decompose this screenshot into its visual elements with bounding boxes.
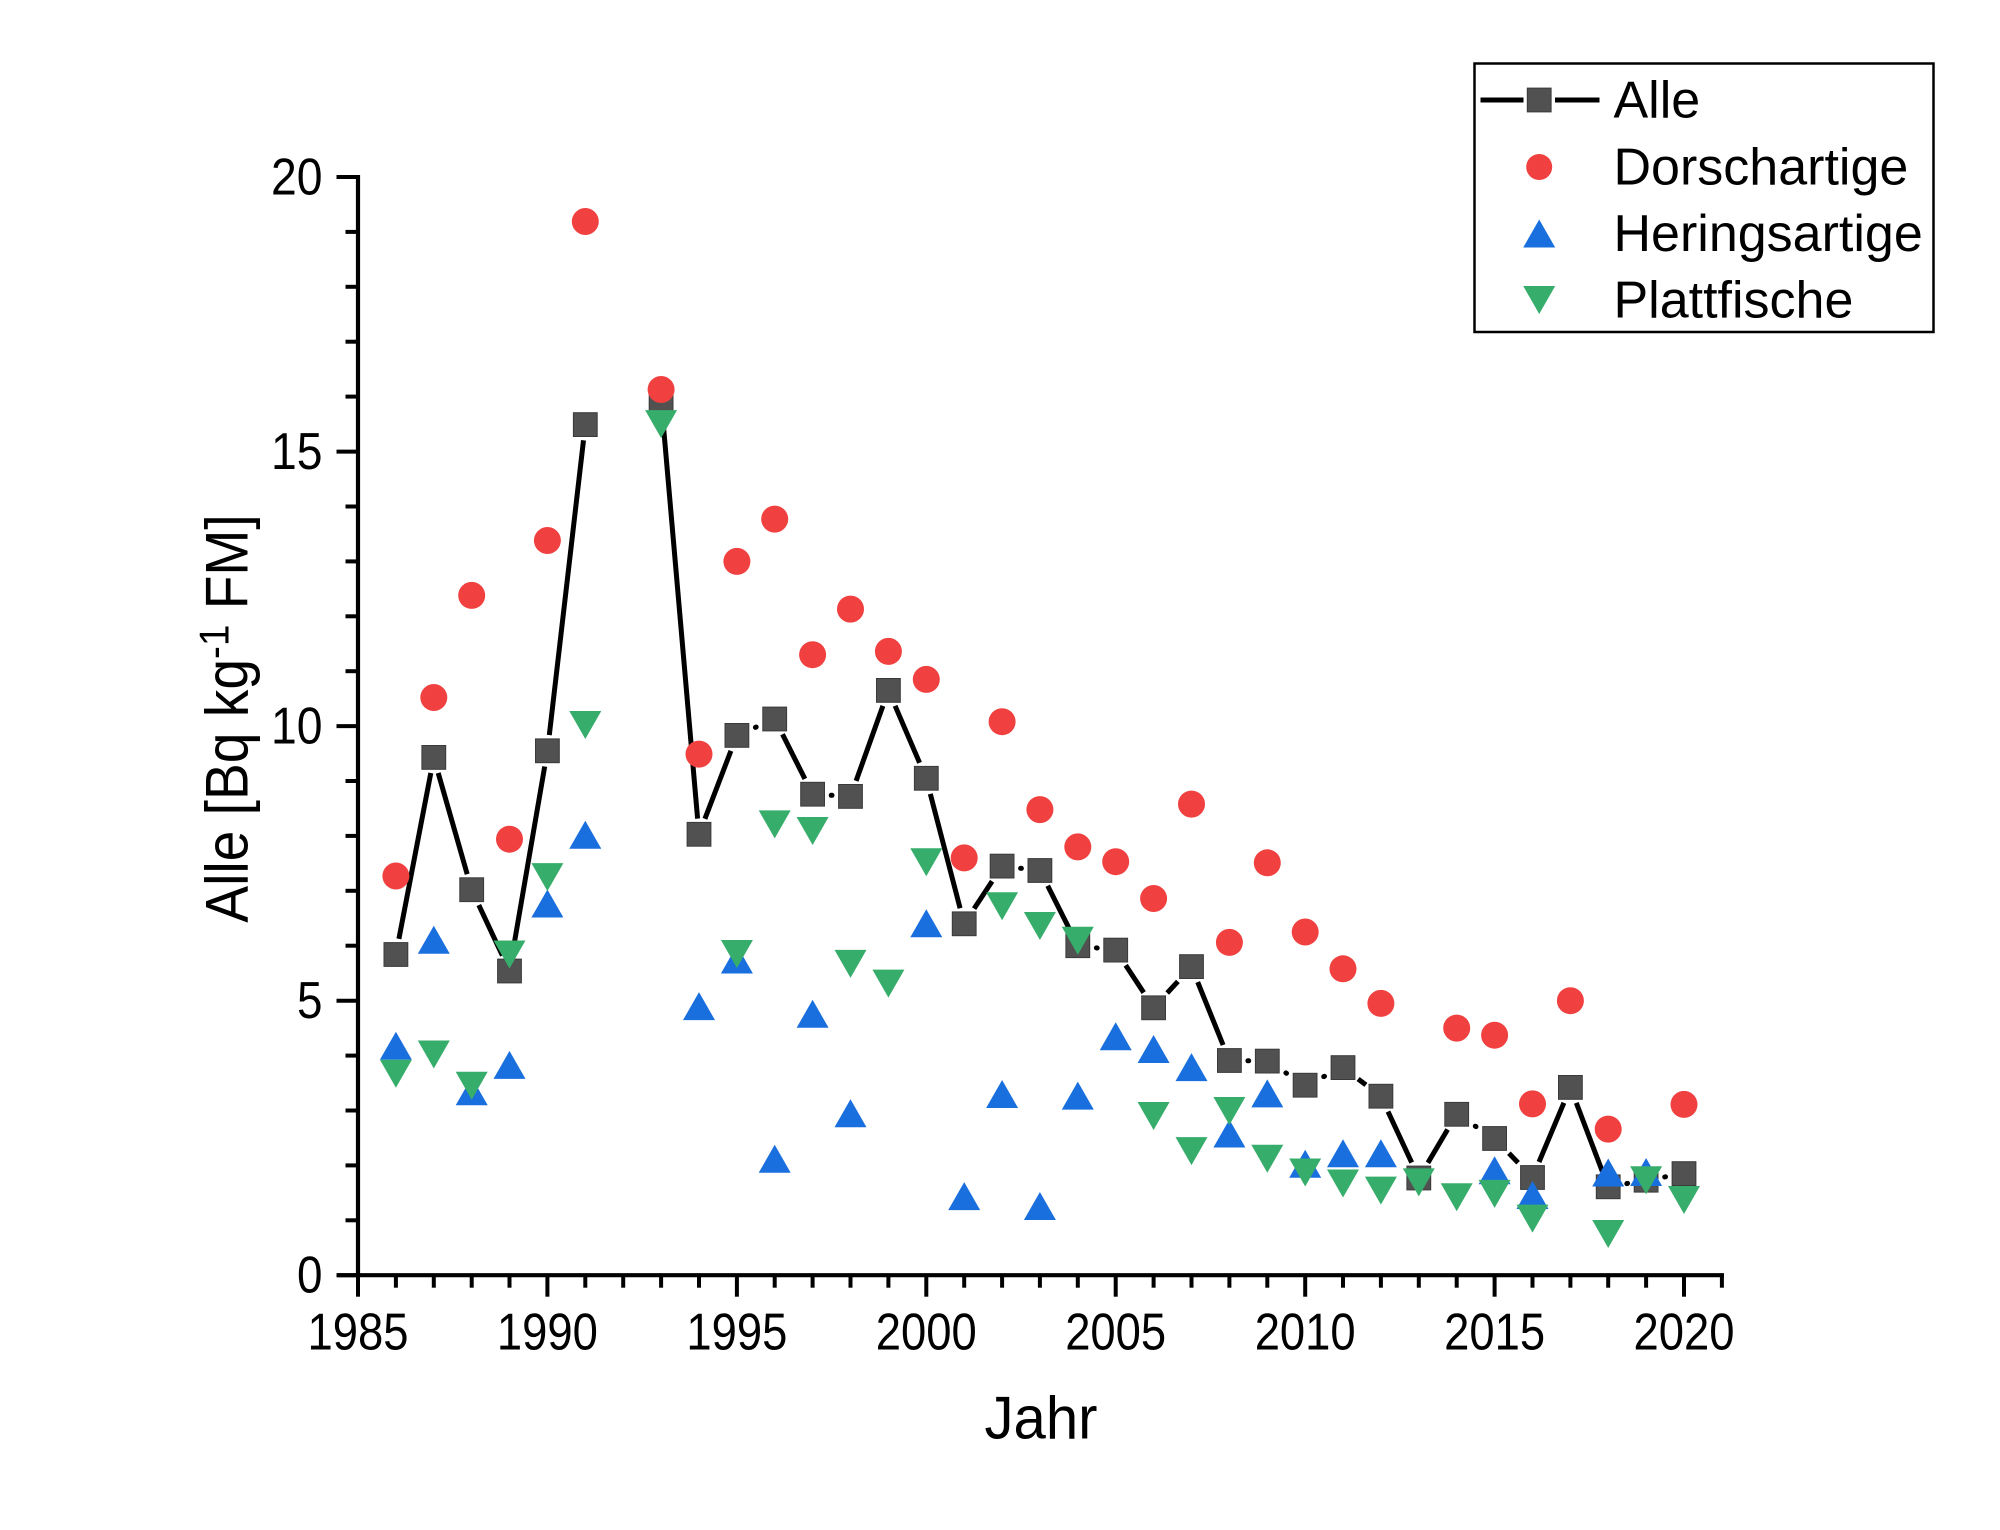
svg-text:Alle: Alle bbox=[1614, 71, 1701, 129]
svg-text:5: 5 bbox=[297, 971, 323, 1029]
svg-text:Heringsartige: Heringsartige bbox=[1614, 205, 1923, 263]
svg-text:2020: 2020 bbox=[1634, 1303, 1735, 1361]
svg-text:1990: 1990 bbox=[497, 1303, 598, 1361]
svg-text:Jahr: Jahr bbox=[985, 1385, 1098, 1452]
svg-text:1995: 1995 bbox=[686, 1303, 787, 1361]
svg-text:Alle [Bq kg-1 FM]: Alle [Bq kg-1 FM] bbox=[190, 514, 261, 922]
svg-text:2015: 2015 bbox=[1444, 1303, 1545, 1361]
svg-text:15: 15 bbox=[271, 422, 323, 480]
svg-text:2000: 2000 bbox=[876, 1303, 977, 1361]
svg-text:20: 20 bbox=[271, 148, 323, 206]
svg-text:1985: 1985 bbox=[308, 1303, 409, 1361]
svg-text:Plattfische: Plattfische bbox=[1614, 271, 1854, 329]
svg-text:Dorschartige: Dorschartige bbox=[1614, 138, 1909, 196]
svg-text:2005: 2005 bbox=[1065, 1303, 1166, 1361]
svg-text:2010: 2010 bbox=[1255, 1303, 1356, 1361]
svg-text:10: 10 bbox=[271, 697, 323, 755]
svg-text:0: 0 bbox=[297, 1246, 323, 1304]
